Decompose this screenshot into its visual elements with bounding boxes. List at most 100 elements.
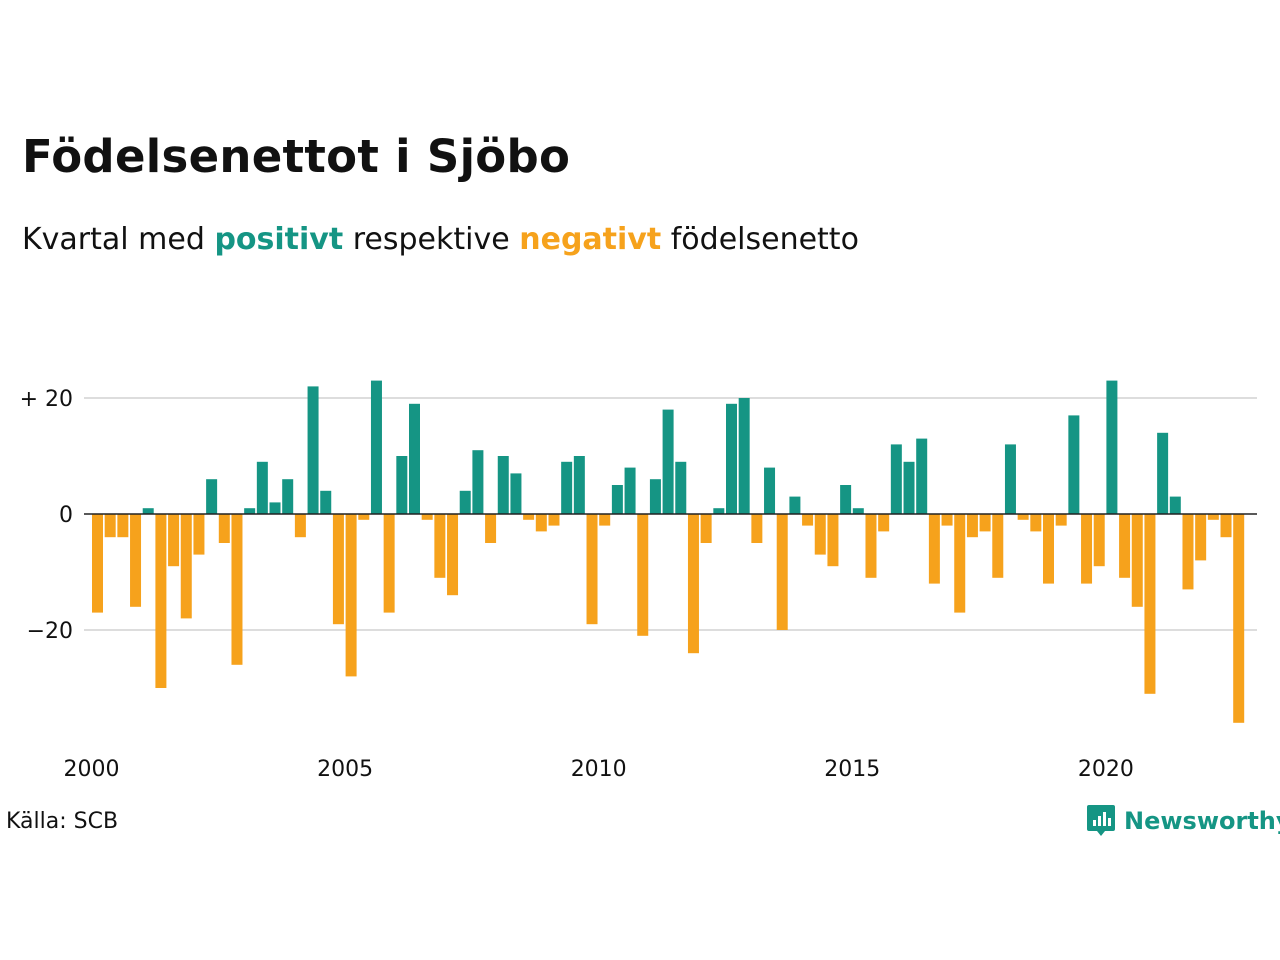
bar bbox=[535, 514, 547, 532]
bar bbox=[1207, 514, 1219, 520]
bar bbox=[979, 514, 991, 532]
bar bbox=[561, 461, 573, 514]
bar bbox=[434, 514, 446, 578]
bar bbox=[738, 398, 750, 514]
bar bbox=[1081, 514, 1093, 584]
subtitle-suffix: födelsenetto bbox=[670, 222, 859, 257]
bar bbox=[155, 514, 167, 688]
x-tick-label: 2000 bbox=[64, 757, 120, 782]
bar bbox=[599, 514, 611, 526]
subtitle-middle: respektive bbox=[352, 222, 510, 257]
chart-subtitle: Kvartal med positivt respektive negativt… bbox=[22, 222, 859, 258]
bar bbox=[130, 514, 142, 607]
bar bbox=[852, 508, 864, 514]
bar bbox=[421, 514, 433, 520]
bar bbox=[358, 514, 370, 520]
bar bbox=[294, 514, 306, 538]
subtitle-positive-word: positivt bbox=[214, 222, 344, 257]
bar bbox=[662, 409, 674, 514]
bar bbox=[611, 485, 623, 514]
bar bbox=[827, 514, 839, 567]
bar bbox=[802, 514, 814, 526]
bar bbox=[789, 496, 801, 514]
x-tick-label: 2010 bbox=[571, 757, 627, 782]
bar bbox=[1144, 514, 1156, 694]
x-tick-label: 2015 bbox=[824, 757, 880, 782]
bar bbox=[206, 479, 218, 514]
source-note: Källa: SCB bbox=[6, 809, 119, 834]
bar bbox=[903, 461, 915, 514]
bar bbox=[586, 514, 598, 625]
bar bbox=[1157, 432, 1169, 514]
bar bbox=[1030, 514, 1042, 532]
bar bbox=[573, 456, 585, 514]
bar bbox=[1131, 514, 1143, 607]
bar bbox=[649, 479, 661, 514]
bar bbox=[104, 514, 116, 538]
bar bbox=[396, 456, 408, 514]
bar bbox=[992, 514, 1004, 578]
bar bbox=[332, 514, 344, 625]
bar bbox=[624, 467, 636, 514]
bar bbox=[307, 386, 319, 514]
bar bbox=[472, 450, 484, 514]
bar bbox=[193, 514, 205, 555]
bar bbox=[1043, 514, 1054, 584]
bar bbox=[928, 514, 940, 584]
bar bbox=[700, 514, 712, 543]
bar bbox=[1093, 514, 1105, 567]
bar bbox=[751, 514, 763, 543]
bar bbox=[1119, 514, 1131, 578]
y-tick-label: + 20 bbox=[20, 387, 73, 412]
bar bbox=[726, 403, 737, 514]
bar bbox=[776, 514, 788, 630]
bar bbox=[1182, 514, 1194, 590]
subtitle-negative-word: negativt bbox=[519, 222, 662, 257]
bar bbox=[345, 514, 357, 677]
bar bbox=[231, 514, 243, 665]
bar bbox=[282, 479, 294, 514]
bar bbox=[383, 514, 395, 613]
bar bbox=[675, 461, 687, 514]
bar bbox=[447, 514, 459, 596]
bar bbox=[687, 514, 699, 654]
bar bbox=[256, 461, 268, 514]
bar bbox=[1195, 514, 1207, 561]
bar bbox=[890, 444, 902, 514]
bar bbox=[370, 380, 382, 514]
bar bbox=[764, 467, 776, 514]
bar bbox=[523, 514, 535, 520]
bar bbox=[180, 514, 192, 619]
bar bbox=[637, 514, 649, 636]
bar bbox=[459, 490, 471, 514]
y-tick-label: 0 bbox=[59, 503, 73, 528]
bar bbox=[485, 514, 497, 543]
bar bbox=[1220, 514, 1232, 538]
bar bbox=[966, 514, 978, 538]
bar bbox=[117, 514, 129, 538]
newsworthy-chart-bubble-icon bbox=[1087, 805, 1115, 836]
bar bbox=[1106, 380, 1118, 514]
bar bbox=[1169, 496, 1181, 514]
bar bbox=[713, 508, 725, 514]
bar bbox=[168, 514, 180, 567]
chart-title: Födelsenettot i Sjöbo bbox=[22, 130, 571, 183]
bar bbox=[497, 456, 509, 514]
bar bbox=[941, 514, 953, 526]
y-tick-label: −20 bbox=[27, 619, 73, 644]
bar bbox=[1017, 514, 1029, 520]
bar bbox=[320, 490, 332, 514]
logo-text: Newsworthy bbox=[1124, 807, 1280, 835]
newsworthy-logo: Newsworthy bbox=[1086, 804, 1280, 838]
x-tick-label: 2005 bbox=[317, 757, 373, 782]
bar bbox=[916, 438, 928, 514]
subtitle-prefix: Kvartal med bbox=[22, 222, 205, 257]
bar bbox=[1233, 514, 1245, 723]
bar bbox=[878, 514, 890, 532]
bar bbox=[244, 508, 256, 514]
bar bbox=[510, 473, 522, 514]
bar bbox=[142, 508, 154, 514]
bar bbox=[840, 485, 852, 514]
bar bbox=[1068, 415, 1080, 514]
bar bbox=[814, 514, 826, 555]
